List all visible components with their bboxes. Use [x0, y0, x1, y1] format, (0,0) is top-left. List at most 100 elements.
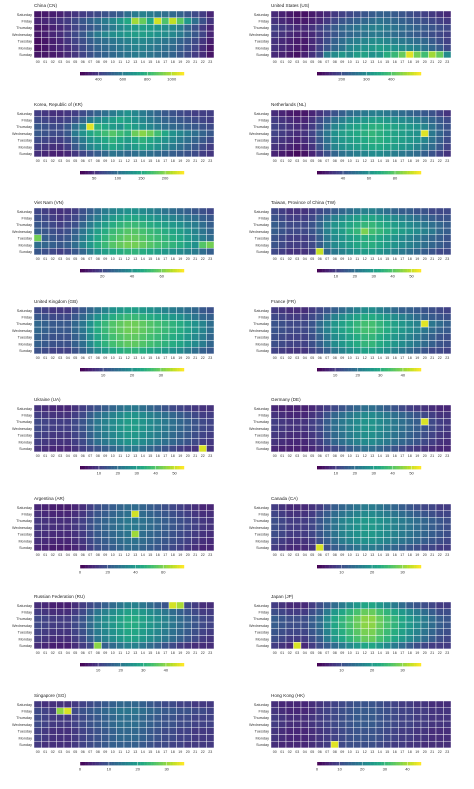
heatmap-cell — [57, 24, 65, 31]
heatmap-cell — [286, 215, 294, 222]
colorbar-segment — [331, 466, 333, 469]
heatmap-cell — [414, 340, 422, 347]
colorbar-segment — [161, 171, 163, 174]
heatmap-cell — [109, 622, 117, 629]
colorbar-segment — [369, 565, 371, 568]
heatmap-cell — [72, 707, 80, 714]
colorbar-segment — [96, 565, 98, 568]
colorbar-segment — [376, 72, 378, 75]
heatmap-cell — [361, 418, 369, 425]
heatmap-cell — [354, 242, 362, 249]
colorbar-segment — [135, 269, 137, 272]
heatmap-cell — [399, 215, 407, 222]
heatmap-cell — [87, 215, 95, 222]
heatmap-cell — [309, 510, 317, 517]
heatmap-cell — [169, 340, 177, 347]
hour-label: 01 — [43, 552, 47, 556]
colorbar-segment — [336, 663, 338, 666]
heatmap-cell — [87, 31, 95, 38]
colorbar-segment — [123, 663, 125, 666]
colorbar-segment — [404, 171, 406, 174]
colorbar-segment — [158, 368, 160, 371]
heatmap-cell — [339, 524, 347, 531]
day-label: Monday — [255, 145, 269, 149]
day-label: Wednesday — [249, 230, 269, 234]
heatmap-cell — [132, 405, 140, 412]
heatmap-cell — [124, 150, 132, 157]
heatmap-cell — [147, 510, 155, 517]
hour-label: 04 — [303, 454, 307, 458]
colorbar-segment — [156, 368, 158, 371]
heatmap-cell — [279, 721, 287, 728]
heatmap-cell — [49, 110, 57, 117]
colorbar-segment — [343, 171, 345, 174]
heatmap-cell — [294, 524, 302, 531]
heatmap-cell — [346, 544, 354, 551]
hour-label: 16 — [156, 749, 160, 753]
heatmap-cell — [132, 208, 140, 215]
heatmap-cell — [34, 510, 42, 517]
colorbar-segment — [101, 466, 103, 469]
hour-label: 11 — [118, 158, 122, 162]
colorbar-tick-label: 20 — [100, 273, 105, 278]
day-label: Sunday — [19, 742, 32, 746]
colorbar-segment — [172, 466, 174, 469]
heatmap-cell — [369, 38, 377, 45]
heatmap-cell — [34, 228, 42, 235]
heatmap-cell — [421, 727, 429, 734]
heatmap-cell — [72, 307, 80, 314]
heatmap-cell — [309, 11, 317, 18]
day-label: Friday — [21, 118, 32, 122]
heatmap-cell — [162, 636, 170, 643]
heatmap-cell — [87, 18, 95, 25]
day-label: Saturday — [254, 505, 269, 509]
heatmap-cell — [87, 11, 95, 18]
heatmap-cell — [184, 235, 192, 242]
heatmap-cell — [436, 347, 444, 354]
heatmap-cell — [207, 347, 215, 354]
heatmap-cell — [192, 45, 200, 52]
heatmap-cell — [279, 707, 287, 714]
heatmap-cell — [102, 38, 110, 45]
colorbar-segment — [331, 72, 333, 75]
heatmap-cell — [399, 136, 407, 143]
heatmap-cell — [102, 734, 110, 741]
heatmap-cell — [72, 405, 80, 412]
heatmap-cell — [354, 110, 362, 117]
heatmap-cell — [87, 235, 95, 242]
colorbar-segment — [156, 269, 158, 272]
heatmap-cell — [177, 524, 185, 531]
heatmap-panel: Singapore (SG) Saturday Friday Thursday Wedn… — [0, 690, 237, 788]
heatmap-cell — [309, 734, 317, 741]
hour-label: 07 — [88, 552, 92, 556]
colorbar-segment — [89, 368, 91, 371]
heatmap-cell — [49, 18, 57, 25]
heatmap-cell — [391, 418, 399, 425]
heatmap-cell — [294, 340, 302, 347]
colorbar-segment — [397, 171, 399, 174]
heatmap-cell — [42, 24, 50, 31]
colorbar-segment — [397, 663, 399, 666]
heatmap-cell — [199, 439, 207, 446]
colorbar-segment — [135, 72, 137, 75]
colorbar-segment — [388, 269, 390, 272]
heatmap-cell — [79, 517, 87, 524]
heatmap-cell — [436, 405, 444, 412]
hour-label: 22 — [201, 60, 205, 64]
heatmap-cell — [384, 143, 392, 150]
colorbar-segment — [398, 663, 400, 666]
heatmap-cell — [184, 327, 192, 334]
hour-label: 16 — [156, 552, 160, 556]
heatmap-cell — [406, 45, 414, 52]
heatmap-cell — [376, 701, 384, 708]
colorbar-segment — [348, 269, 350, 272]
heatmap-cell — [72, 602, 80, 609]
heatmap-cell — [376, 741, 384, 748]
colorbar-segment — [320, 368, 322, 371]
heatmap-cell — [286, 38, 294, 45]
heatmap-cell — [309, 405, 317, 412]
colorbar-segment — [182, 663, 184, 666]
heatmap-cell — [132, 432, 140, 439]
heatmap-cell — [34, 130, 42, 137]
heatmap-cell — [286, 130, 294, 137]
